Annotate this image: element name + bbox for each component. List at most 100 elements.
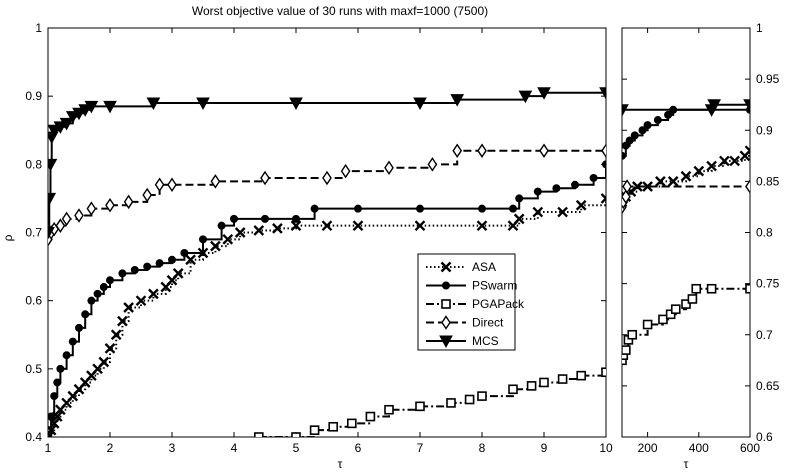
plot-0-line-asa	[48, 198, 606, 437]
plot-1-point-asa	[744, 145, 750, 157]
plot-0-point-direct	[74, 208, 84, 223]
plot-1-xtick-label: 600	[740, 441, 760, 455]
plot-1-point-asa	[729, 155, 740, 167]
plot-1-point-mcs	[743, 99, 750, 112]
plot-0-point-asa	[210, 240, 221, 252]
plot-0-point-asa	[600, 193, 606, 204]
plot-0-point-direct	[427, 157, 438, 172]
plot-0-point-pswarm	[515, 194, 524, 203]
plot-0-point-pgapack	[508, 384, 518, 395]
plot-0-xtick-label: 6	[355, 441, 362, 455]
plot-0-point-pswarm	[118, 269, 127, 278]
plot-0-point-mcs	[599, 87, 606, 100]
legend-marker-mcs	[439, 335, 453, 349]
plot-0-point-asa	[352, 220, 364, 232]
plot-0-point-pswarm	[62, 351, 71, 360]
plot-0-point-direct	[55, 218, 66, 233]
plot-1-point-asa	[693, 165, 705, 177]
plot-0-point-pgapack	[415, 401, 425, 412]
plot-0-point-direct	[539, 143, 549, 158]
plot-0-point-pgapack	[328, 421, 339, 432]
plot-0-point-asa	[575, 199, 587, 211]
plot-0-point-direct	[123, 194, 134, 210]
plot-0-point-asa	[98, 356, 110, 368]
plot-0-point-pgapack	[346, 418, 357, 429]
plot-1-point-pswarm	[638, 126, 647, 135]
plot-0-xtick-label: 10	[599, 441, 613, 455]
plot-0-point-mcs	[103, 100, 117, 114]
plot-1-ytick-label: 0.7	[756, 328, 773, 342]
plot-0-point-pswarm	[230, 214, 238, 223]
legend-box	[417, 253, 516, 351]
plot-0-point-pswarm	[106, 276, 114, 285]
legend-label-pgapack: PGAPack	[472, 297, 525, 311]
plot-0-point-pgapack	[601, 367, 606, 378]
plot-1-ytick-label: 0.65	[756, 379, 780, 393]
plot-1-point-mcs	[707, 99, 722, 112]
plot-0-point-pswarm	[310, 204, 319, 213]
plot-0-point-direct	[452, 143, 463, 158]
plot-0-series-mcs	[48, 87, 606, 240]
legend: ASA PSwarm PGAPack Direct MCS	[417, 253, 525, 351]
plot-0-point-asa	[104, 343, 116, 354]
plot-0-point-pgapack	[365, 411, 376, 422]
plot-1-point-asa	[680, 170, 692, 182]
plot-0-ytick-label: 0.7	[25, 226, 42, 240]
plot-0-point-direct	[167, 177, 177, 193]
plot-0-point-asa	[532, 206, 544, 218]
plot-1-point-pgapack	[687, 294, 698, 304]
plot-1-series-direct	[622, 179, 750, 215]
plot-0-point-pswarm	[217, 221, 226, 230]
plot-1-point-pgapack	[706, 283, 717, 294]
plot-0-point-direct	[154, 177, 165, 193]
legend-label-mcs: MCS	[472, 334, 499, 348]
plot-0-point-asa	[148, 288, 159, 300]
plot-0-point-mcs	[48, 192, 57, 206]
plot-1-point-pgapack	[665, 309, 676, 320]
plot-0-point-direct	[384, 160, 394, 176]
plot-0-line-mcs	[48, 91, 606, 234]
plot-0-point-asa	[222, 233, 234, 245]
plot-0-point-asa	[135, 295, 147, 307]
plot-0-point-asa	[172, 268, 184, 279]
plot-1-point-pgapack	[681, 299, 691, 309]
plot-1-xtick-label: 200	[638, 441, 658, 455]
plot-0-point-pswarm	[143, 262, 152, 271]
plot-1-point-asa	[642, 181, 653, 192]
plot-0-point-asa	[290, 220, 302, 232]
plot-0-xtick-label: 5	[293, 441, 300, 455]
plot-0-point-pswarm	[354, 204, 362, 213]
plot-0-xtick-label: 2	[107, 441, 114, 455]
plot-1-point-pswarm	[664, 110, 673, 119]
plot-0-point-pswarm	[155, 259, 164, 268]
plot-0-series-pswarm	[48, 160, 606, 437]
plot-0-point-direct	[322, 170, 332, 186]
main-plot: 1 2 3 4 5 6 7 8 9 10 0.4 0.5 0.6 0.7 0.8 0.9 1	[25, 21, 613, 455]
main-x-axis-label: τ	[338, 457, 343, 471]
plot-0-point-asa	[272, 223, 283, 234]
plot-0-xtick-label: 9	[541, 441, 548, 455]
plot-1-series-pswarm	[622, 105, 750, 160]
plot-0-ytick-label: 0.8	[25, 157, 42, 171]
plot-1-series-asa	[622, 145, 750, 208]
plot-1-point-pgapack	[658, 314, 668, 325]
plot-0-point-direct	[210, 174, 221, 189]
plot-0-point-asa	[321, 220, 333, 232]
plot-1-point-asa	[719, 155, 730, 167]
plot-1-ytick-label: 0.95	[756, 72, 780, 86]
plot-0-point-mcs	[48, 158, 58, 172]
plot-0-point-direct	[86, 201, 97, 216]
plot-0-ytick-label: 0.5	[25, 362, 42, 376]
plot-0-series-asa	[48, 193, 606, 437]
plot-1-point-asa	[706, 160, 717, 172]
plot-0-point-mcs	[196, 97, 210, 111]
plot-0-point-pswarm	[75, 323, 83, 332]
plot-0-point-pswarm	[48, 412, 56, 421]
plot-0-point-pswarm	[53, 378, 62, 387]
plot-0-series-pgapack	[254, 367, 606, 437]
legend-marker-direct	[441, 315, 451, 330]
plot-1-ytick-label: 1	[756, 21, 763, 35]
plot-1-point-asa	[655, 176, 666, 187]
plot-0-series-direct	[48, 143, 606, 247]
plot-0-point-pswarm	[87, 296, 96, 305]
